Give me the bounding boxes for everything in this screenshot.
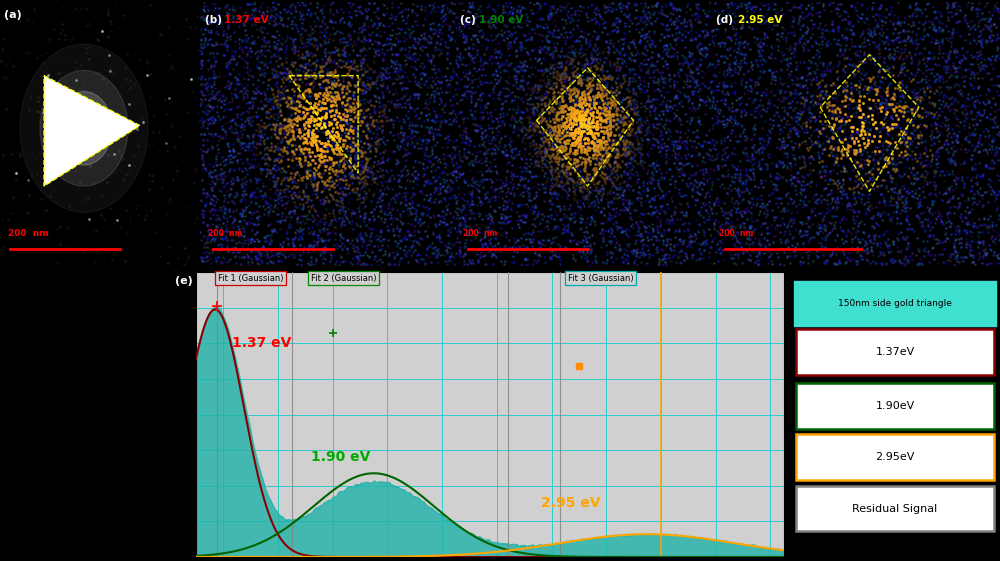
Text: Residual Signal: Residual Signal	[852, 504, 938, 513]
Text: 1.37 eV: 1.37 eV	[232, 336, 291, 350]
Text: (b): (b)	[205, 15, 226, 25]
Polygon shape	[44, 76, 140, 186]
Text: 200  nm: 200 nm	[463, 229, 497, 238]
Text: 1.90 eV: 1.90 eV	[479, 15, 524, 25]
Text: 200  nm: 200 nm	[208, 229, 242, 238]
Text: 200  nm: 200 nm	[8, 229, 49, 238]
Circle shape	[20, 44, 148, 213]
Text: 2.95eV: 2.95eV	[875, 452, 915, 462]
FancyBboxPatch shape	[794, 280, 996, 326]
Text: 2.95 eV: 2.95 eV	[738, 15, 782, 25]
Text: Fit 3 (Gaussian): Fit 3 (Gaussian)	[568, 274, 634, 283]
Text: 150nm side gold triangle: 150nm side gold triangle	[838, 299, 952, 308]
Circle shape	[68, 107, 100, 149]
Text: (c): (c)	[460, 15, 479, 25]
Text: Fit 1 (Gaussian): Fit 1 (Gaussian)	[218, 274, 283, 283]
Text: Fit 2 (Gaussian): Fit 2 (Gaussian)	[311, 274, 376, 283]
Text: 1.37eV: 1.37eV	[875, 347, 915, 357]
Text: (e): (e)	[175, 275, 193, 286]
Text: 2.95 eV: 2.95 eV	[541, 496, 600, 510]
FancyBboxPatch shape	[796, 434, 994, 480]
Text: 200  nm: 200 nm	[719, 229, 753, 238]
FancyBboxPatch shape	[796, 383, 994, 429]
FancyBboxPatch shape	[796, 486, 994, 531]
Text: 1.37 eV: 1.37 eV	[224, 15, 269, 25]
Circle shape	[56, 91, 112, 165]
Text: (a): (a)	[4, 10, 22, 20]
Text: 1.90eV: 1.90eV	[875, 401, 915, 411]
Circle shape	[40, 70, 128, 186]
Text: 1.90 eV: 1.90 eV	[311, 450, 370, 464]
Text: (d): (d)	[716, 15, 736, 25]
FancyBboxPatch shape	[796, 329, 994, 375]
